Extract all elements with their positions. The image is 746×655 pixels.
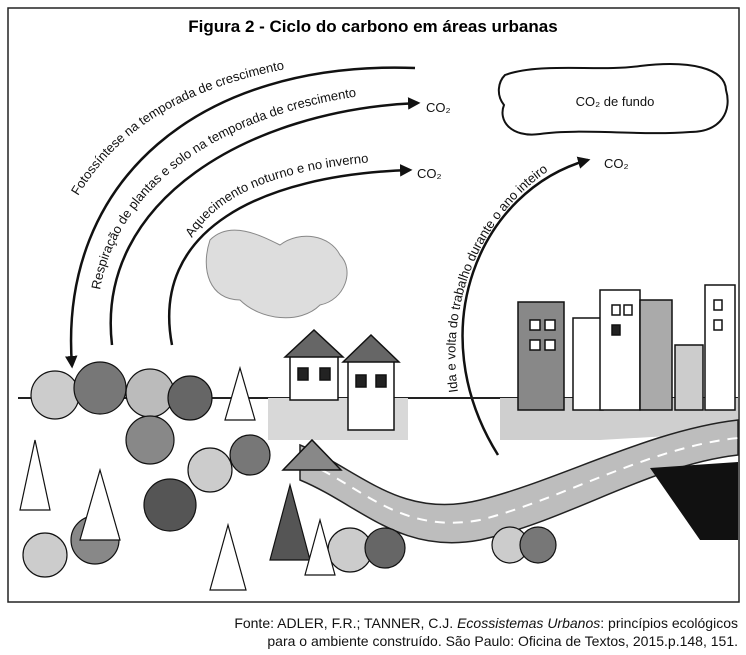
cloud-label: CO₂ de fundo — [576, 94, 655, 109]
source-italic: Ecossistemas Urbanos — [457, 615, 600, 631]
source-line: Fonte: ADLER, F.R.; TANNER, C.J. Ecossis… — [234, 615, 738, 631]
page: Figura 2 - Ciclo do carbono em áreas urb… — [0, 0, 746, 655]
diagram: Figura 2 - Ciclo do carbono em áreas urb… — [0, 0, 746, 655]
source-text: Fonte: ADLER, F.R.; TANNER, C.J. — [234, 615, 457, 631]
source-line: para o ambiente construído. São Paulo: O… — [267, 633, 738, 649]
title: Figura 2 - Ciclo do carbono em áreas urb… — [188, 17, 557, 36]
co2-label: CO₂ — [417, 166, 442, 181]
co2-label: CO₂ — [426, 100, 451, 115]
source-text: : princípios ecológicos — [600, 615, 738, 631]
co2-label: CO₂ — [604, 156, 629, 171]
